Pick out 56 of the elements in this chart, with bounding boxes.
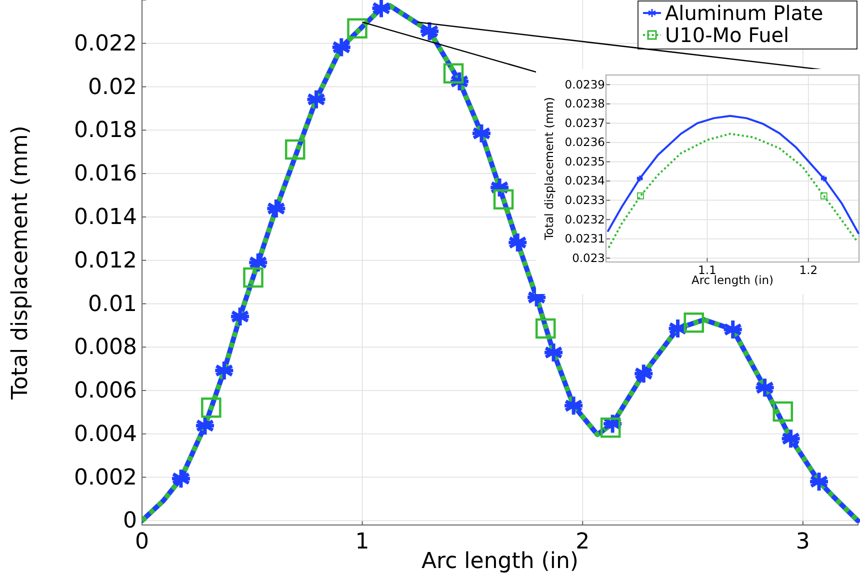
y-tick-label: 0.008 [74, 335, 137, 360]
point [808, 470, 830, 492]
x-tick-label: 1 [355, 530, 370, 555]
y-tick-label: 0.0232 [564, 212, 605, 226]
point [330, 36, 352, 58]
y-tick-label: 0.0231 [564, 232, 605, 246]
point [562, 394, 584, 416]
legend-label: U10-Mo Fuel [665, 23, 790, 47]
point [265, 198, 287, 220]
y-tick-label: 0.022 [74, 31, 137, 56]
point [493, 189, 514, 210]
x-tick-label: 1.2 [799, 263, 818, 278]
point [201, 398, 222, 418]
y-tick-label: 0.014 [74, 204, 137, 230]
point [213, 360, 235, 382]
y-tick-label: 0.0235 [564, 154, 605, 168]
y-tick-label: 0.0236 [564, 135, 605, 150]
y-tick-label: 0.0239 [564, 77, 605, 92]
y-tick-label: 0.023 [572, 250, 605, 265]
y-tick-label: 0.0237 [564, 116, 605, 130]
legend-label: Aluminum Plate [665, 1, 824, 25]
point [347, 18, 368, 39]
point [243, 267, 264, 288]
y-tick-label: 0 [123, 508, 137, 534]
point [506, 232, 528, 254]
point [754, 376, 776, 398]
x-tick-label: 3 [796, 530, 810, 555]
point [284, 139, 306, 160]
y-axis-title: Total displacement (mm) [8, 126, 33, 400]
point [632, 362, 654, 384]
point [772, 401, 793, 422]
y-tick-label: 0.002 [74, 465, 137, 490]
point [229, 306, 251, 328]
point [418, 20, 440, 42]
y-tick-label: 0.0234 [564, 174, 605, 188]
y-tick-label: 0.0238 [564, 96, 605, 111]
point [306, 88, 328, 110]
y-tick-label: 0.012 [74, 248, 137, 274]
y-axis-title: Total displacement (mm) [542, 96, 556, 242]
point [247, 252, 269, 274]
y-tick-label: 0.016 [74, 162, 137, 187]
y-tick-label: 0.0233 [564, 192, 605, 207]
point [170, 468, 192, 490]
point [542, 342, 564, 364]
point [722, 318, 744, 340]
point [535, 318, 556, 339]
point [443, 63, 464, 84]
y-tick-label: 0.018 [74, 118, 137, 144]
point [600, 417, 621, 438]
point [470, 122, 492, 144]
y-tick-label: 0.02 [88, 74, 137, 100]
y-tick-label: 0.006 [74, 378, 137, 404]
y-tick-label: 0.01 [88, 292, 137, 317]
point [780, 428, 802, 450]
y-tick-label: 0.004 [74, 422, 137, 447]
point [684, 312, 704, 333]
